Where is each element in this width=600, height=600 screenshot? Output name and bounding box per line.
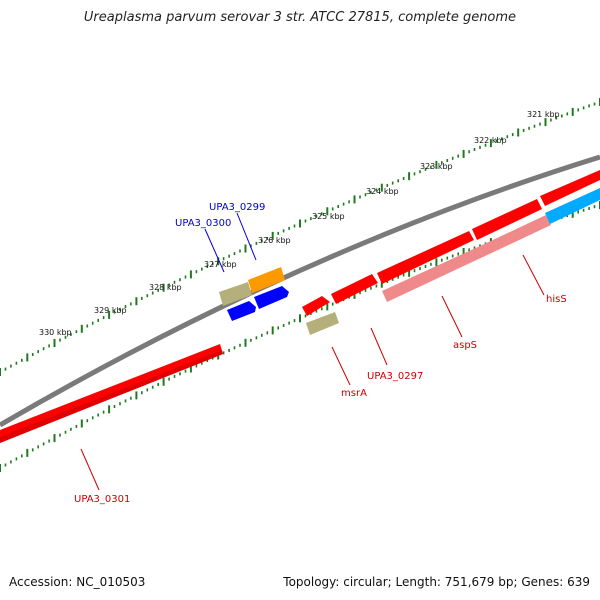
- kbp-label: 323 kbp: [420, 162, 453, 171]
- gene-msrA[interactable]: [302, 296, 330, 316]
- gene-UPA3_0297[interactable]: [377, 231, 474, 284]
- leader-UPA3_0299: [236, 212, 257, 261]
- gene-cyan[interactable]: [545, 188, 600, 224]
- gene-orange[interactable]: [248, 267, 285, 293]
- gene-label-UPA3_0300[interactable]: UPA3_0300: [175, 218, 231, 229]
- gene-unnamed-1[interactable]: [331, 274, 378, 304]
- kbp-label: 328 kbp: [149, 283, 182, 292]
- gene-olive-upper[interactable]: [219, 282, 252, 306]
- leader-msrA: [331, 346, 351, 386]
- genome-backbone: [0, 154, 600, 428]
- kbp-label: 330 kbp: [39, 328, 72, 337]
- kbp-label: 325 kbp: [312, 212, 345, 221]
- gene-olive-lower[interactable]: [306, 312, 339, 335]
- upper-tick-track: [0, 98, 600, 376]
- kbp-label: 324 kbp: [366, 187, 399, 196]
- leader-UPA3_0301: [80, 448, 100, 491]
- gene-aspS[interactable]: [382, 246, 485, 302]
- gene-hisS-region[interactable]: [540, 170, 600, 206]
- gene-UPA3_0299[interactable]: [254, 286, 289, 309]
- leader-hisS: [522, 254, 545, 296]
- kbp-label: 321 kbp: [527, 110, 560, 119]
- kbp-label: 326 kbp: [258, 236, 291, 245]
- gene-unnamed-2[interactable]: [472, 199, 542, 240]
- gene-label-msrA[interactable]: msrA: [341, 388, 367, 399]
- gene-label-UPA3_0297[interactable]: UPA3_0297: [367, 371, 423, 382]
- map-title: Ureaplasma parvum serovar 3 str. ATCC 27…: [83, 10, 517, 25]
- gene-label-hisS[interactable]: hisS: [546, 294, 567, 305]
- kbp-label: 329 kbp: [94, 306, 127, 315]
- genome-summary-text: Topology: circular; Length: 751,679 bp; …: [283, 575, 590, 589]
- leader-UPA3_0300: [204, 228, 225, 273]
- gene-label-aspS[interactable]: aspS: [453, 340, 477, 351]
- gene-UPA3_0301[interactable]: [0, 344, 223, 443]
- gene-hisS[interactable]: [478, 215, 551, 257]
- gene-label-UPA3_0301[interactable]: UPA3_0301: [74, 494, 130, 505]
- kbp-label: 322 kbp: [474, 136, 507, 145]
- gene-label-UPA3_0299[interactable]: UPA3_0299: [209, 202, 265, 213]
- gene-UPA3_0300[interactable]: [227, 301, 256, 321]
- leader-aspS: [441, 295, 463, 338]
- leader-UPA3_0297: [370, 327, 388, 366]
- accession-text: Accession: NC_010503: [9, 575, 146, 589]
